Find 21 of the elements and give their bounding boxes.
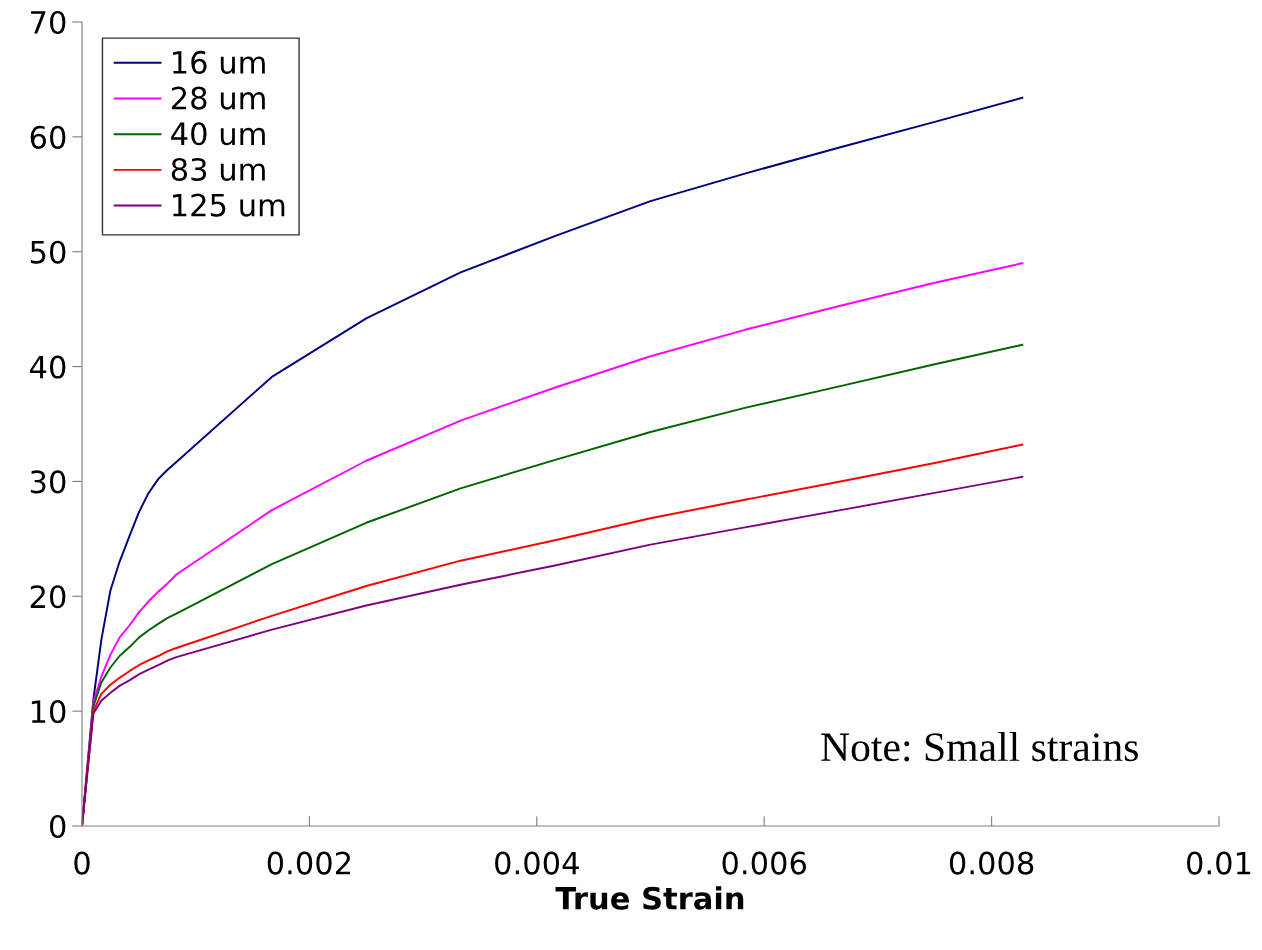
x-tick-label: 0.01 [1187, 851, 1251, 875]
x-tick-label: 0.004 [495, 851, 579, 875]
y-tick-label: 50 [30, 240, 66, 264]
x-tick-label: 0.008 [949, 851, 1034, 875]
x-axis-title: True Strain [555, 886, 744, 910]
y-tick-label: 40 [30, 355, 66, 379]
y-tick-label: 20 [30, 585, 66, 609]
y-tick-label: 30 [30, 470, 66, 494]
y-tick-label: 60 [30, 125, 66, 149]
legend-label: 83 um [171, 157, 265, 181]
y-tick-label: 0 [49, 814, 66, 839]
annotation: Note: Small strains [821, 731, 1138, 762]
y-tick-label: 10 [31, 700, 66, 724]
legend-label: 40 um [171, 122, 265, 146]
legend-label: 16 um [173, 50, 265, 74]
x-tick-label: 0.006 [722, 851, 807, 875]
x-tick-label: 0 [74, 851, 90, 875]
y-tick-label: 70 [31, 10, 66, 35]
legend-label: 125 um [173, 193, 285, 217]
legend-label: 28 um [171, 86, 265, 110]
x-tick-label: 0.002 [267, 851, 351, 875]
